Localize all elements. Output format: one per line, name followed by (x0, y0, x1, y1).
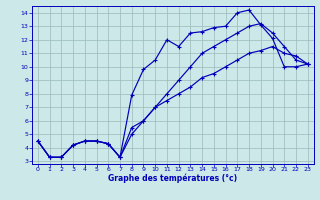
X-axis label: Graphe des températures (°c): Graphe des températures (°c) (108, 174, 237, 183)
